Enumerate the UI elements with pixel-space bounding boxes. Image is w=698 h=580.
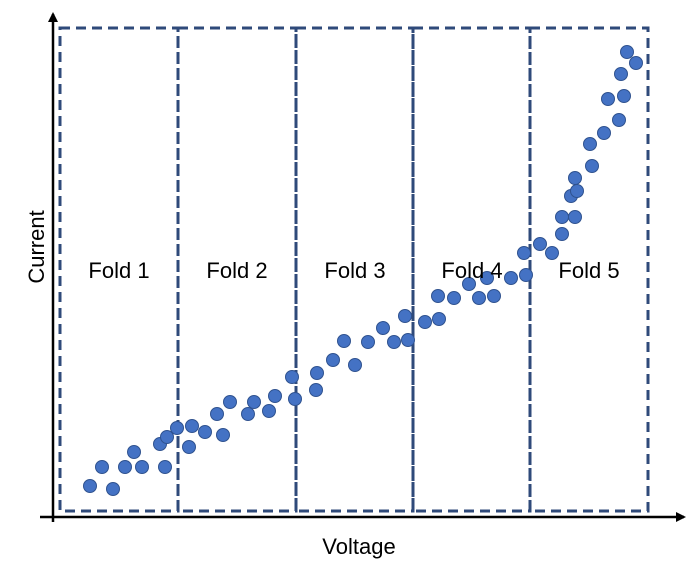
data-point — [83, 479, 97, 493]
data-point — [348, 358, 362, 372]
data-point — [285, 370, 299, 384]
data-point — [555, 210, 569, 224]
data-point — [223, 395, 237, 409]
data-point — [545, 246, 559, 260]
data-point — [597, 126, 611, 140]
data-point — [158, 460, 172, 474]
data-point — [517, 246, 531, 260]
data-point — [614, 67, 628, 81]
data-point — [247, 395, 261, 409]
data-point — [309, 383, 323, 397]
data-point — [326, 353, 340, 367]
data-point — [620, 45, 634, 59]
data-point — [387, 335, 401, 349]
data-point — [568, 210, 582, 224]
data-point — [487, 289, 501, 303]
data-point — [106, 482, 120, 496]
data-point — [241, 407, 255, 421]
data-point — [262, 404, 276, 418]
data-point — [601, 92, 615, 106]
y-axis-label: Current — [24, 210, 49, 283]
data-point — [612, 113, 626, 127]
data-point — [447, 291, 461, 305]
fold-3-box — [294, 26, 415, 513]
data-point — [585, 159, 599, 173]
data-point — [398, 309, 412, 323]
data-point — [210, 407, 224, 421]
fold-2-box — [176, 26, 298, 513]
data-point — [629, 56, 643, 70]
data-point — [160, 430, 174, 444]
data-point — [570, 184, 584, 198]
data-point — [288, 392, 302, 406]
x-axis-label: Voltage — [322, 534, 395, 559]
data-point — [376, 321, 390, 335]
data-point — [555, 227, 569, 241]
data-point — [198, 425, 212, 439]
data-point — [472, 291, 486, 305]
data-point — [118, 460, 132, 474]
data-point — [431, 289, 445, 303]
data-point — [583, 137, 597, 151]
data-point — [185, 419, 199, 433]
data-point — [135, 460, 149, 474]
data-points — [83, 45, 643, 496]
fold-4-label: Fold 4 — [441, 258, 502, 283]
data-point — [127, 445, 141, 459]
data-point — [432, 312, 446, 326]
data-point — [533, 237, 547, 251]
data-point — [95, 460, 109, 474]
data-point — [310, 366, 324, 380]
fold-3-label: Fold 3 — [324, 258, 385, 283]
fold-5-label: Fold 5 — [558, 258, 619, 283]
data-point — [568, 171, 582, 185]
data-point — [361, 335, 375, 349]
fold-1-label: Fold 1 — [88, 258, 149, 283]
data-point — [337, 334, 351, 348]
data-point — [216, 428, 230, 442]
data-point — [182, 440, 196, 454]
data-point — [504, 271, 518, 285]
data-point — [480, 271, 494, 285]
data-point — [519, 268, 533, 282]
data-point — [418, 315, 432, 329]
fold-2-label: Fold 2 — [206, 258, 267, 283]
data-point — [617, 89, 631, 103]
data-point — [170, 421, 184, 435]
data-point — [401, 333, 415, 347]
data-point — [268, 389, 282, 403]
data-point — [462, 277, 476, 291]
